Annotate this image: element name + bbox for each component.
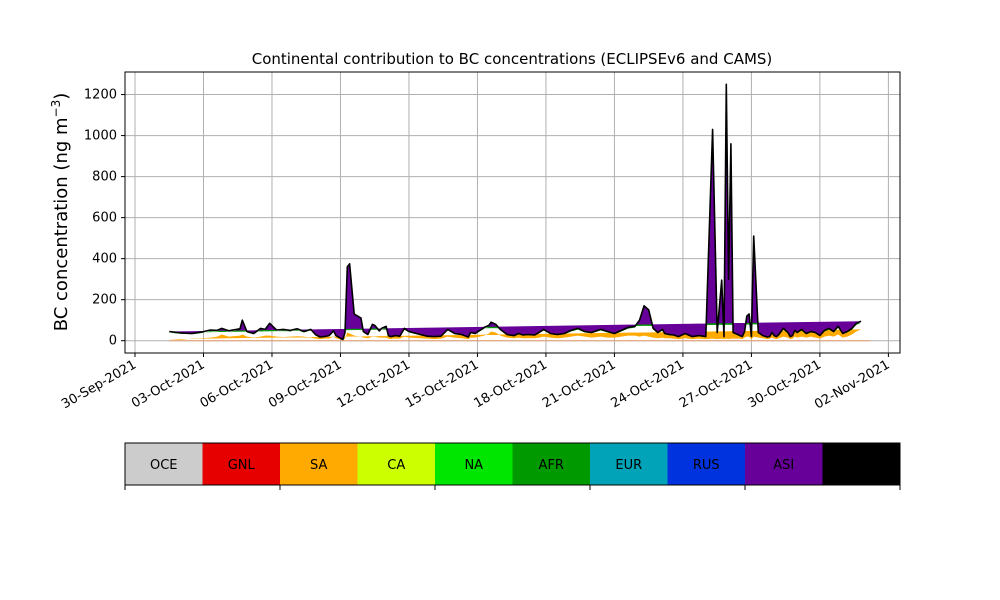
x-tick-label: 30-Sep-2021	[59, 357, 139, 412]
x-tick-label: 27-Oct-2021	[677, 357, 755, 411]
legend-swatch-afr	[512, 443, 590, 485]
x-tick-label: 18-Oct-2021	[472, 357, 550, 411]
y-tick-label: 800	[92, 170, 117, 185]
legend-label-oce: OCE	[150, 458, 178, 473]
total-line	[169, 83, 862, 341]
legend-swatch-gnl	[202, 443, 280, 485]
legend-swatch-oce	[125, 443, 203, 485]
chart-title: Continental contribution to BC concentra…	[252, 50, 773, 68]
y-tick-label: 1200	[84, 88, 117, 103]
legend-frame	[124, 442, 901, 486]
x-tick-label: 03-Oct-2021	[129, 357, 207, 411]
y-tick-label: 200	[92, 293, 117, 308]
y-tick-label: 0	[109, 334, 117, 349]
legend-swatch-aus	[822, 443, 900, 485]
x-tick-label: 24-Oct-2021	[609, 357, 687, 411]
legend-swatch-ca	[357, 443, 435, 485]
legend-swatch-eur	[590, 443, 668, 485]
legend-label-gnl: GNL	[228, 458, 256, 473]
x-tick-label: 21-Oct-2021	[540, 357, 618, 411]
legend-swatch-na	[435, 443, 513, 485]
legend-label-aus: AUS	[848, 458, 875, 473]
x-axis: 30-Sep-202103-Oct-202106-Oct-202109-Oct-…	[59, 353, 892, 412]
y-axis-label-main: BC concentration (ng m	[51, 117, 72, 331]
legend-label-asi: ASI	[773, 458, 794, 473]
x-tick-label: 15-Oct-2021	[403, 357, 481, 411]
y-tick-label: 1000	[84, 129, 117, 144]
x-tick-label: 12-Oct-2021	[335, 357, 413, 411]
y-axis-label-close: )	[51, 93, 72, 100]
legend-label-na: NA	[464, 458, 483, 473]
y-tick-label: 400	[92, 252, 117, 267]
data-areas	[169, 83, 871, 342]
legend-swatch-asi	[745, 443, 823, 485]
y-axis-label: BC concentration (ng m−3)	[49, 93, 72, 332]
x-tick-label: 02-Nov-2021	[812, 357, 892, 412]
grid	[125, 72, 900, 353]
legend-label-afr: AFR	[539, 458, 564, 473]
y-axis: 0 200 400 600 800 1000 1200	[84, 88, 125, 349]
legend-label-ca: CA	[387, 458, 405, 473]
plot-frame	[124, 71, 901, 354]
x-tick-label: 06-Oct-2021	[198, 357, 276, 411]
legend-colorbar: OCE GNL SA CA NA AFR EUR RUS ASI AUS	[124, 442, 901, 490]
legend-label-eur: EUR	[615, 458, 642, 473]
legend-swatch-rus	[667, 443, 745, 485]
x-tick-label: 30-Oct-2021	[746, 357, 824, 411]
x-tick-label: 09-Oct-2021	[266, 357, 344, 411]
legend-label-rus: RUS	[693, 458, 720, 473]
y-axis-label-sup: −3	[49, 100, 63, 118]
y-tick-label: 600	[92, 211, 117, 226]
legend-label-sa: SA	[310, 458, 327, 473]
legend-swatch-sa	[280, 443, 358, 485]
